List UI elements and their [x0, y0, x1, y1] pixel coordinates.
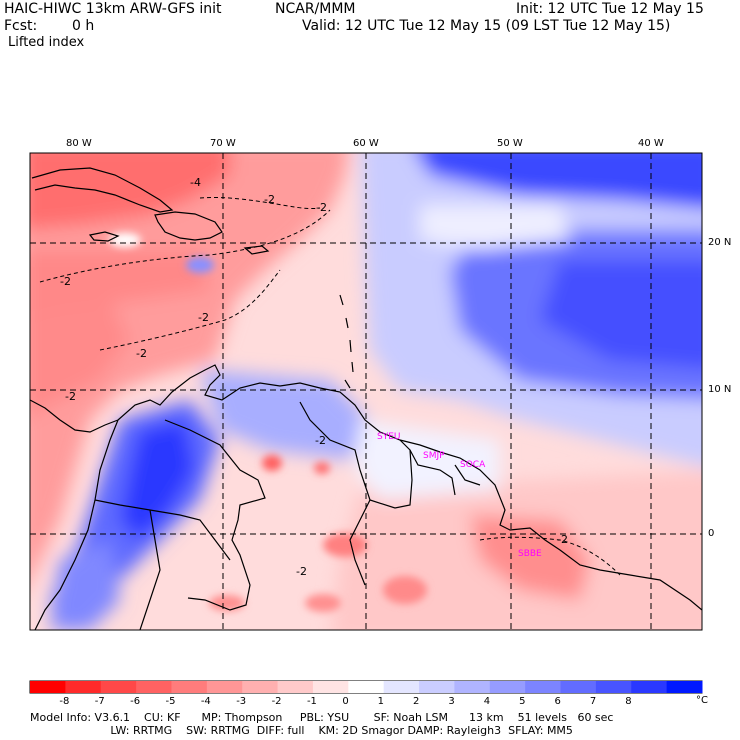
contour-label: -2	[316, 201, 327, 214]
colorbar-tick-label: -7	[94, 696, 105, 707]
contour-lines	[39, 196, 621, 576]
coastlines	[30, 167, 702, 630]
contour-label: -4	[190, 176, 201, 189]
colorbar-swatch	[312, 681, 349, 693]
field-name: Lifted index	[8, 35, 85, 50]
fcst-value: 0 h	[72, 18, 95, 34]
colorbar-tick-label: 5	[519, 696, 526, 707]
org-label: NCAR/MMM	[275, 1, 356, 17]
colorbar-swatch	[419, 681, 455, 693]
contour-label: -2	[296, 565, 307, 578]
contour-label: -2	[136, 347, 147, 360]
colorbar-swatch	[30, 681, 66, 693]
colorbar-swatch	[136, 681, 172, 693]
model-info-line1: Model Info: V3.6.1 CU: KF MP: Thompson P…	[30, 711, 614, 724]
lon-label-40w: 40 W	[638, 138, 664, 149]
lat-label-10n: 10 N	[708, 384, 732, 395]
colorbar-swatch	[560, 681, 597, 693]
colorbar-swatch	[666, 681, 703, 693]
colorbar-tick-label: -8	[59, 696, 70, 707]
colorbar-swatch	[206, 681, 243, 693]
map-frame	[29, 152, 703, 631]
lon-label-50w: 50 W	[497, 138, 523, 149]
station-label-syeu: SYEU	[377, 432, 401, 442]
valid-time: Valid: 12 UTC Tue 12 May 15 (09 LST Tue …	[302, 18, 671, 34]
station-label-sbbe: SBBE	[518, 549, 542, 559]
colorbar-tick-label: -4	[200, 696, 211, 707]
colorbar-tick-label: -6	[130, 696, 141, 707]
colorbar-tick-label: 4	[483, 696, 491, 707]
init-time: Init: 12 UTC Tue 12 May 15	[516, 1, 704, 17]
colorbar-swatch	[242, 681, 279, 693]
colorbar-swatch	[631, 681, 668, 693]
contour-label: -2	[198, 311, 209, 324]
fcst-label: Fcst:	[4, 18, 38, 34]
colorbar-tick-label: 0	[342, 696, 349, 707]
colorbar-tick-label: 6	[554, 696, 561, 707]
colorbar-tick-label: 7	[589, 696, 597, 707]
colorbar-tick-label: -3	[236, 696, 247, 707]
colorbar-swatch	[525, 681, 562, 693]
colorbar-swatch	[277, 681, 314, 693]
model-info-line2: LW: RRTMG SW: RRTMG DIFF: full KM: 2D Sm…	[30, 724, 573, 737]
colorbar-swatch	[65, 681, 102, 693]
lat-label-0: 0	[708, 528, 715, 539]
colorbar-swatch	[383, 681, 420, 693]
colorbar-unit: °C	[696, 695, 708, 706]
latlon-grid	[30, 153, 702, 630]
contour-label: -2	[315, 434, 326, 447]
colorbar	[30, 681, 703, 693]
colorbar-tick-label: -2	[271, 696, 282, 707]
colorbar-tick-label: 8	[625, 696, 632, 707]
lon-label-80w: 80 W	[66, 138, 92, 149]
colorbar-tick-label: -5	[165, 696, 176, 707]
colorbar-tick-label: -1	[306, 696, 317, 707]
colorbar-swatch	[348, 681, 385, 693]
colorbar-swatch	[100, 681, 137, 693]
station-label-smjp: SMJP	[423, 451, 445, 461]
colorbar-swatch	[489, 681, 526, 693]
colorbar-swatch	[171, 681, 208, 693]
lat-label-20n: 20 N	[708, 237, 732, 248]
station-label-soca: SOCA	[460, 460, 486, 470]
model-title: HAIC-HIWC 13km ARW-GFS init	[4, 1, 222, 17]
lon-label-60w: 60 W	[353, 138, 379, 149]
colorbar-swatch	[454, 681, 491, 693]
colorbar-tick-label: 3	[448, 696, 455, 707]
contour-label: -2	[60, 275, 71, 288]
contour-label: -2	[557, 533, 568, 546]
colorbar-swatch	[595, 681, 632, 693]
shaded-field	[30, 153, 702, 630]
contour-label: -2	[264, 193, 275, 206]
contour-label: -2	[65, 390, 76, 403]
colorbar-tick-label: 2	[413, 696, 420, 707]
lon-label-70w: 70 W	[210, 138, 236, 149]
colorbar-tick-label: 1	[377, 696, 385, 707]
